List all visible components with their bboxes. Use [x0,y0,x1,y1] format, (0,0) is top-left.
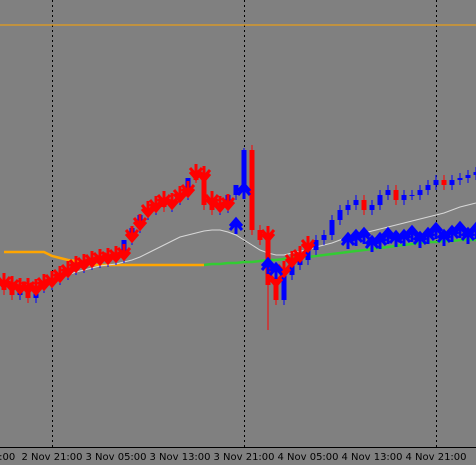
candle-body [313,240,319,250]
candle-body [417,190,423,195]
candle-body [201,180,207,205]
candle-body [345,205,351,210]
buy-arrow [268,261,284,279]
x-tick-label: 3 Nov 13:00 [149,452,210,463]
candle-body [353,200,359,205]
buy-arrow [428,221,444,239]
candle-body [337,210,343,220]
candle-body [409,195,415,196]
x-tick-label: 2 Nov 21:00 [21,452,82,463]
x-tick-label: 3:00 [0,452,15,463]
sell-arrow [220,194,236,212]
sell-arrow [300,236,316,254]
candle-body [401,195,407,200]
sell-arrow [124,226,140,244]
candle-body [249,150,255,230]
candle-body [425,185,431,190]
candle-body [441,180,447,185]
x-tick-label: 3 Nov 05:00 [85,452,146,463]
candle-body [361,200,367,210]
sell-arrow [292,246,308,264]
candle-body [241,150,247,185]
buy-arrow [236,181,252,199]
candle-body [233,185,239,195]
candle-body [305,250,311,260]
x-tick-label: 4 Nov 13:00 [341,452,402,463]
candle-body [433,180,439,185]
candle-body [457,178,463,180]
candle-body [385,190,391,195]
candle-body [393,190,399,200]
candle-body [321,235,327,240]
sell-arrow [260,226,276,244]
candle-body [465,175,471,178]
candle-body [289,265,295,275]
ma-line [203,238,476,267]
candle-body [329,220,335,235]
candle-body [369,205,375,210]
sell-arrow [116,244,132,262]
sell-arrow [180,181,196,199]
buy-arrow [468,221,476,239]
buy-arrow [228,216,244,234]
x-tick-label: 3 Nov 21:00 [213,452,274,463]
sell-arrow [132,214,148,232]
sell-arrow [164,193,180,211]
candle-body [473,172,476,175]
candle-body [281,275,287,300]
sell-arrow [196,166,212,184]
x-tick-label: 4 Nov 05:00 [277,452,338,463]
x-tick-label: 4 Nov 21:00 [405,452,466,463]
candle-body [377,195,383,205]
candle-body [257,230,263,240]
candle-body [273,285,279,300]
buy-arrow [356,226,372,244]
candle-body [449,180,455,185]
